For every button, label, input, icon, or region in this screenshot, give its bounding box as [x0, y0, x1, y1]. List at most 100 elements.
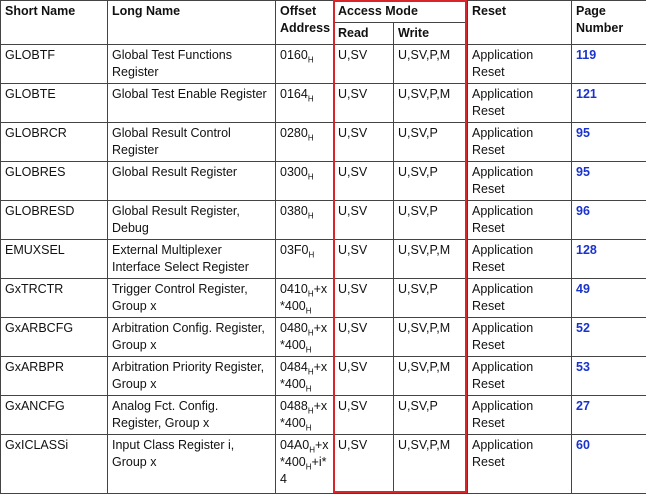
page-number: 52 — [571, 317, 646, 357]
page-number: 60 — [571, 434, 646, 494]
reset: Application Reset — [467, 161, 572, 201]
subscript: H — [309, 445, 315, 455]
offset: 0480H+x *400H — [275, 317, 334, 357]
write: U,SV,P — [393, 278, 468, 318]
read: U,SV — [333, 239, 394, 279]
offset: 04A0H+x *400H+i* 4 — [275, 434, 334, 494]
short-name: GxARBPR — [0, 356, 108, 396]
reset: Application Reset — [467, 122, 572, 162]
page-number: 95 — [571, 161, 646, 201]
header-cell: Long Name — [107, 0, 276, 45]
write: U,SV,P,M — [393, 44, 468, 84]
offset: 0280H — [275, 122, 334, 162]
subscript: H — [307, 172, 314, 182]
read: U,SV — [333, 278, 394, 318]
read: U,SV — [333, 395, 394, 435]
subscript: H — [307, 367, 314, 377]
subscript: H — [308, 250, 315, 260]
reset: Application Reset — [467, 83, 572, 123]
short-name: GLOBRCR — [0, 122, 108, 162]
header-cell: Page Number — [571, 0, 646, 45]
offset-part: 0280 — [280, 126, 308, 140]
subscript: H — [305, 462, 312, 472]
page-number: 95 — [571, 122, 646, 162]
reset: Application Reset — [467, 239, 572, 279]
offset-part: +i* 4 — [280, 455, 327, 486]
write: U,SV,P,M — [393, 83, 468, 123]
read: U,SV — [333, 356, 394, 396]
page-number: 128 — [571, 239, 646, 279]
long-name: External Multiplexer Interface Select Re… — [107, 239, 276, 279]
subscript: H — [307, 94, 314, 104]
short-name: GxANCFG — [0, 395, 108, 435]
short-name: GLOBRES — [0, 161, 108, 201]
offset: 03F0H — [275, 239, 334, 279]
table-row: GxTRCTR Trigger Control Register, Group x… — [0, 278, 646, 318]
offset-part: +x *400 — [280, 399, 328, 430]
write: U,SV,P — [393, 161, 468, 201]
subscript: H — [307, 289, 314, 299]
offset-part: 0488 — [280, 399, 308, 413]
page-number: 119 — [571, 44, 646, 84]
table-row: GLOBTF Global Test Functions Register 0160… — [0, 44, 646, 84]
offset: 0164H — [275, 83, 334, 123]
offset: 0380H — [275, 200, 334, 240]
table-row: GLOBRESD Global Result Register, Debug 038… — [0, 200, 646, 240]
subscript: H — [307, 133, 314, 143]
table-row: GxARBCFG Arbitration Config. Register, Gr… — [0, 317, 646, 357]
long-name: Global Result Register — [107, 161, 276, 201]
short-name: GLOBRESD — [0, 200, 108, 240]
reset: Application Reset — [467, 395, 572, 435]
offset-part: +x *400 — [280, 438, 329, 469]
header-cell: Short Name — [0, 0, 108, 45]
offset-part: 0410 — [280, 282, 308, 296]
table-row: GLOBTE Global Test Enable Register 0164H U,… — [0, 83, 646, 123]
short-name: EMUXSEL — [0, 239, 108, 279]
offset: 0484H+x *400H — [275, 356, 334, 396]
write: U,SV,P — [393, 200, 468, 240]
table-body: GLOBTF Global Test Functions Register 0160… — [0, 44, 646, 494]
write: U,SV,P,M — [393, 434, 468, 494]
offset-part: +x *400 — [280, 321, 328, 352]
long-name: Arbitration Config. Register, Group x — [107, 317, 276, 357]
header-cell: Access Mode — [333, 0, 468, 23]
short-name: GLOBTE — [0, 83, 108, 123]
subscript: H — [307, 328, 314, 338]
page-number: 27 — [571, 395, 646, 435]
reset: Application Reset — [467, 44, 572, 84]
offset-part: +x *400 — [280, 282, 328, 313]
read: U,SV — [333, 317, 394, 357]
page-number: 96 — [571, 200, 646, 240]
table-row: GxANCFG Analog Fct. Config. Register, Gro… — [0, 395, 646, 435]
offset-part: 04A0 — [280, 438, 310, 452]
long-name: Analog Fct. Config. Register, Group x — [107, 395, 276, 435]
offset-part: 0160 — [280, 48, 308, 62]
page-number: 121 — [571, 83, 646, 123]
table-row: EMUXSEL External Multiplexer Interface Se… — [0, 239, 646, 279]
read: U,SV — [333, 83, 394, 123]
long-name: Input Class Register i, Group x — [107, 434, 276, 494]
read: U,SV — [333, 434, 394, 494]
subscript: H — [305, 345, 312, 355]
read: U,SV — [333, 44, 394, 84]
offset-part: +x *400 — [280, 360, 328, 391]
offset-part: 0480 — [280, 321, 308, 335]
write: U,SV,P,M — [393, 356, 468, 396]
header-cell: Read — [333, 22, 394, 45]
write: U,SV,P,M — [393, 239, 468, 279]
read: U,SV — [333, 161, 394, 201]
offset-part: 0380 — [280, 204, 308, 218]
read: U,SV — [333, 122, 394, 162]
offset: 0300H — [275, 161, 334, 201]
short-name: GLOBTF — [0, 44, 108, 84]
subscript: H — [307, 406, 314, 416]
reset: Application Reset — [467, 278, 572, 318]
long-name: Arbitration Priority Register, Group x — [107, 356, 276, 396]
table-row: GxARBPR Arbitration Priority Register, Gr… — [0, 356, 646, 396]
read: U,SV — [333, 200, 394, 240]
header-cell: Reset — [467, 0, 572, 45]
reset: Application Reset — [467, 200, 572, 240]
subscript: H — [305, 384, 312, 394]
page-number: 49 — [571, 278, 646, 318]
